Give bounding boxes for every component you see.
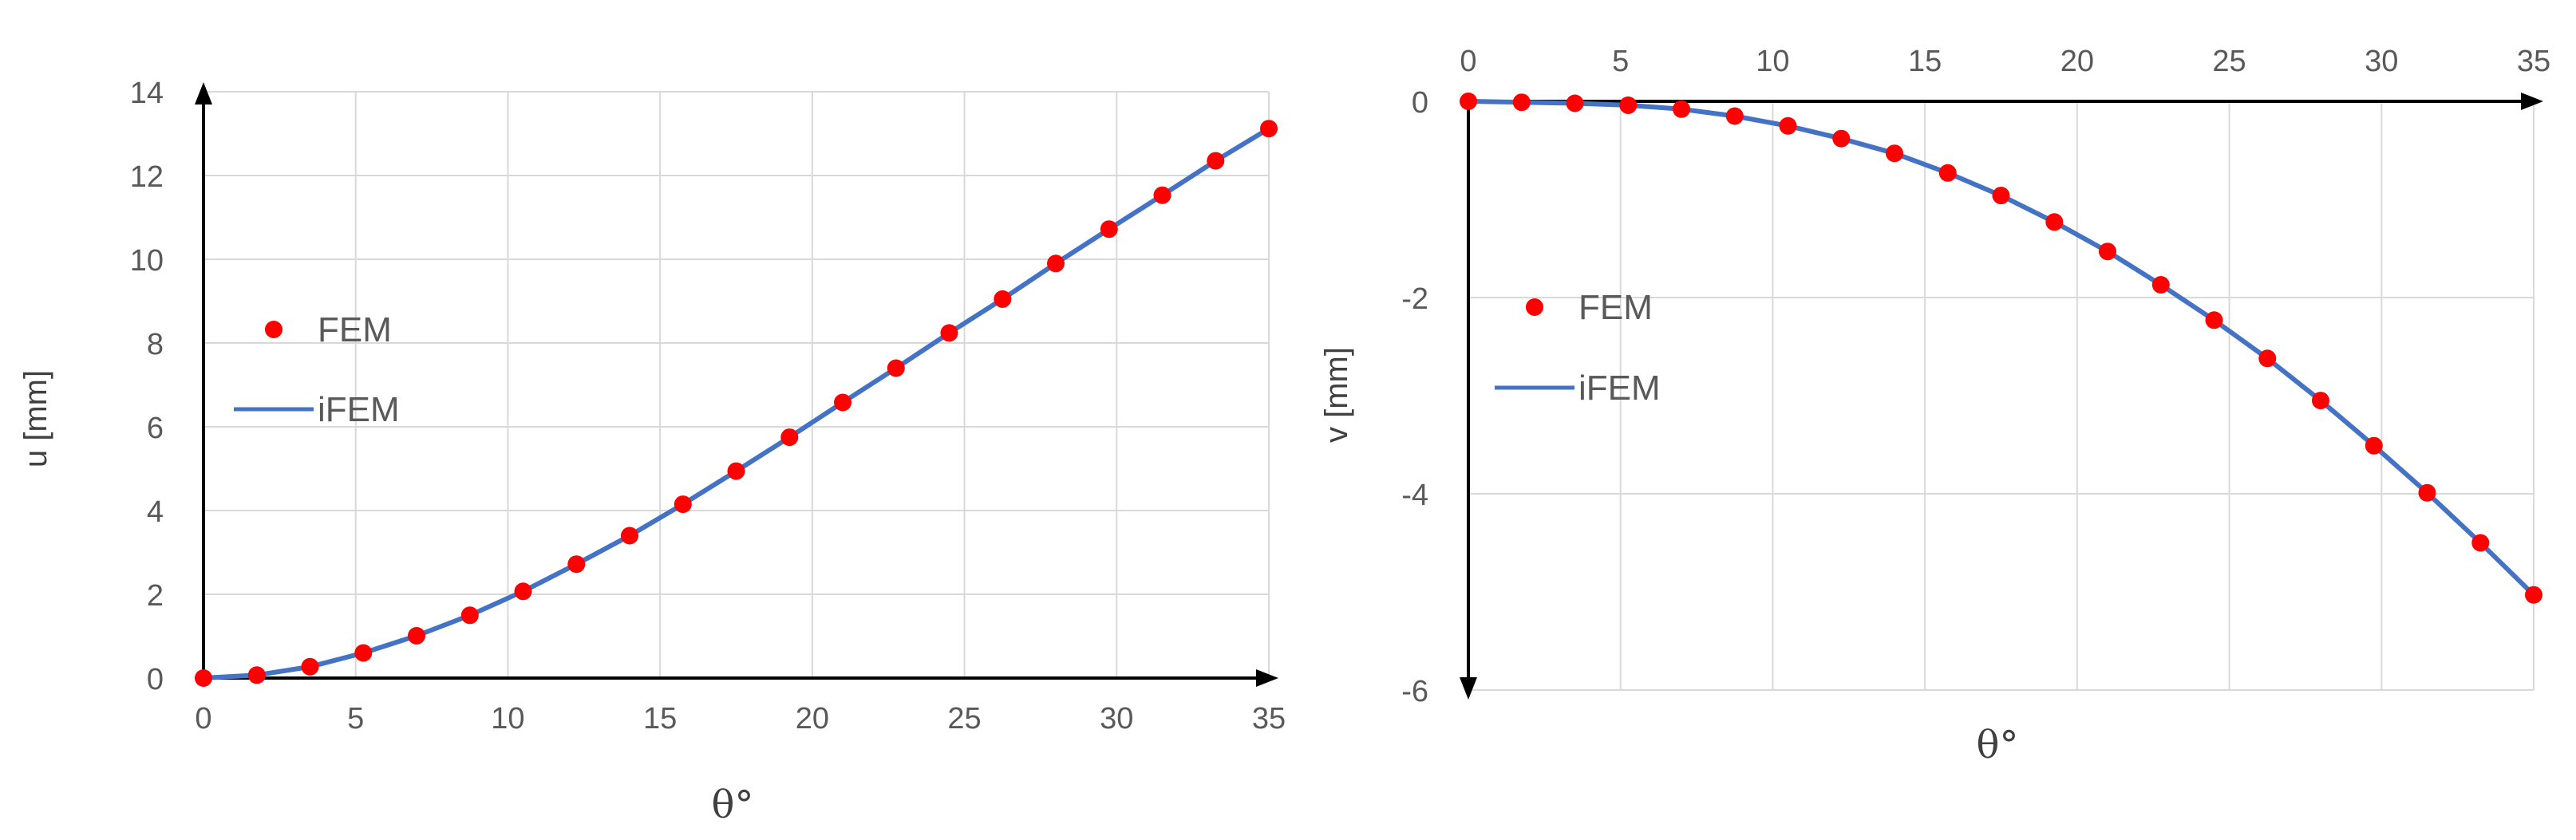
tick-labels: 0 5 10 15 20 25 30 35 0 2 4 6 8 10 12 14 [130, 77, 1286, 735]
chart-v: 0 5 10 15 20 25 30 35 0 -2 -4 -6 v [mm] θ° FEM iFEM [1319, 45, 2550, 767]
data-point-fem [2045, 213, 2064, 231]
legend-marker-fem [1526, 298, 1543, 316]
x-tick-label: 25 [2212, 45, 2246, 78]
y-axis-title: u [mm] [18, 370, 53, 467]
legend-label-ifem: iFEM [318, 390, 400, 429]
axes [195, 82, 1278, 687]
data-point-fem [2258, 349, 2277, 368]
x-tick-label: 15 [1908, 45, 1942, 78]
data-point-fem [1938, 164, 1957, 182]
x-tick-label: 25 [947, 702, 981, 735]
data-point-fem [247, 666, 266, 684]
y-tick-label: 14 [130, 77, 164, 110]
data-point-fem [1779, 116, 1797, 135]
y-axis-arrow [195, 82, 212, 105]
data-point-fem [2312, 392, 2329, 410]
data-point-fem [2471, 534, 2490, 552]
data-point-fem [408, 627, 425, 645]
x-tick-label: 10 [491, 702, 524, 735]
x-axis-arrow [1256, 669, 1278, 687]
x-axis-title: θ° [712, 783, 754, 827]
legend-marker-fem [265, 321, 282, 338]
data-point-fem [2418, 483, 2436, 502]
data-point-fem [1207, 152, 1225, 170]
data-point-fem [994, 290, 1012, 308]
legend-label-fem: FEM [1578, 288, 1653, 327]
data-point-fem [1100, 220, 1118, 239]
tick-labels: 0 5 10 15 20 25 30 35 0 -2 -4 -6 [1401, 45, 2550, 708]
x-tick-label: 35 [1252, 702, 1286, 735]
y-tick-label: 10 [130, 244, 164, 278]
y-tick-label: 4 [147, 495, 164, 529]
data-point-fem [301, 657, 319, 676]
data-point-fem [2525, 586, 2542, 604]
data-point-fem [621, 526, 638, 545]
legend: FEM iFEM [1495, 288, 1661, 408]
data-point-fem [2205, 311, 2223, 329]
data-point-fem [940, 324, 958, 342]
data-point-fem [780, 428, 799, 447]
chart-u: 0 5 10 15 20 25 30 35 0 2 4 6 8 10 12 14 u [mm] θ° FEM … [18, 77, 1286, 827]
data-point-fem [1153, 186, 1171, 204]
data-point-fem [2099, 243, 2116, 261]
data-point-fem [727, 462, 745, 480]
data-point-fem [1512, 93, 1531, 112]
data-point-fem [1832, 129, 1851, 148]
x-axis-arrow [2521, 93, 2543, 110]
y-axis-title: v [mm] [1319, 347, 1354, 443]
series-layer [195, 120, 1278, 687]
x-tick-label: 30 [1100, 702, 1133, 735]
y-axis-arrow [1460, 677, 1477, 700]
x-tick-label: 30 [2365, 45, 2398, 78]
x-tick-label: 20 [796, 702, 829, 735]
gridlines [203, 91, 1270, 679]
y-tick-label: 8 [147, 328, 164, 361]
data-point-fem [460, 606, 479, 625]
x-tick-label: 5 [1612, 45, 1629, 78]
y-tick-label: 0 [147, 663, 164, 696]
data-point-fem [2151, 276, 2170, 294]
data-point-fem [2365, 436, 2383, 455]
data-point-fem [674, 495, 692, 514]
x-tick-label: 0 [1460, 45, 1476, 78]
legend-label-ifem: iFEM [1578, 369, 1661, 408]
data-point-fem [834, 393, 851, 412]
legend: FEM iFEM [234, 310, 400, 429]
data-point-fem [1886, 144, 1903, 163]
x-tick-label: 20 [2060, 45, 2094, 78]
data-point-fem [195, 669, 212, 687]
data-point-fem [1992, 187, 2010, 205]
y-tick-label: 2 [147, 579, 164, 613]
data-point-fem [1460, 93, 1477, 110]
data-point-fem [1566, 94, 1584, 112]
x-tick-label: 10 [1756, 45, 1789, 78]
x-axis-title: θ° [1977, 723, 2019, 767]
data-point-fem [567, 555, 586, 574]
y-tick-label: -4 [1401, 479, 1428, 512]
data-point-fem [1725, 107, 1744, 125]
y-tick-label: -2 [1401, 282, 1428, 316]
y-tick-label: 6 [147, 412, 164, 445]
x-tick-label: 35 [2517, 45, 2550, 78]
y-tick-label: 0 [1412, 86, 1428, 120]
axes [1460, 93, 2543, 700]
data-point-fem [1260, 120, 1278, 138]
x-tick-label: 5 [347, 702, 364, 735]
x-tick-label: 0 [195, 702, 211, 735]
y-tick-label: 12 [130, 160, 164, 194]
series-line-ifem [1468, 99, 2536, 597]
data-point-fem [1673, 100, 1690, 118]
data-point-fem [354, 644, 373, 662]
data-point-fem [1047, 254, 1065, 273]
x-tick-label: 15 [643, 702, 677, 735]
data-point-fem [1619, 96, 1638, 114]
series-layer [1460, 93, 2542, 604]
y-tick-label: -6 [1401, 675, 1428, 708]
data-point-fem [887, 359, 905, 377]
data-point-fem [514, 582, 532, 601]
legend-label-fem: FEM [318, 310, 392, 349]
